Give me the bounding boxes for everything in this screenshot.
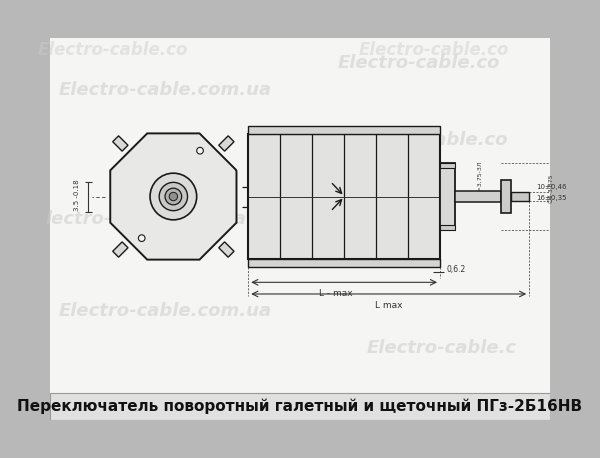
Bar xyxy=(248,259,440,267)
Text: Electro-cable.com.ua: Electro-cable.com.ua xyxy=(58,302,272,320)
Circle shape xyxy=(165,188,182,205)
Text: Electro-cable.co: Electro-cable.co xyxy=(38,41,188,59)
Text: ∅d=3,75-3Л: ∅d=3,75-3Л xyxy=(478,160,482,200)
Circle shape xyxy=(139,235,145,241)
Text: lectro-cable.com.ua: lectro-cable.com.ua xyxy=(46,210,247,228)
Text: L - max: L - max xyxy=(319,289,353,298)
Polygon shape xyxy=(113,136,128,151)
Text: 16±0,35: 16±0,35 xyxy=(536,195,566,201)
Text: 0,6.2: 0,6.2 xyxy=(446,265,466,274)
Text: Electro-cable.co: Electro-cable.co xyxy=(346,131,508,149)
Bar xyxy=(511,192,529,201)
Text: Переключатель поворотный галетный и щеточный ПГз-2Б16НВ: Переключатель поворотный галетный и щето… xyxy=(17,399,583,414)
Bar xyxy=(248,125,440,134)
Text: Electro-cable.co: Electro-cable.co xyxy=(358,41,509,59)
Bar xyxy=(455,191,501,202)
Bar xyxy=(440,163,455,168)
Circle shape xyxy=(159,182,188,211)
Text: 10±0,46: 10±0,46 xyxy=(536,184,566,190)
Bar xyxy=(50,393,550,420)
Circle shape xyxy=(150,173,197,220)
Bar xyxy=(440,163,455,230)
Polygon shape xyxy=(219,242,234,257)
Polygon shape xyxy=(219,136,234,151)
Bar xyxy=(248,134,440,259)
Polygon shape xyxy=(110,133,236,260)
Circle shape xyxy=(169,192,178,201)
Text: L max: L max xyxy=(375,300,403,310)
Circle shape xyxy=(197,147,203,154)
Text: 3.5 -0.18: 3.5 -0.18 xyxy=(74,179,80,211)
Text: ∅4-3,875: ∅4-3,875 xyxy=(548,174,553,203)
Polygon shape xyxy=(113,242,128,257)
Bar xyxy=(440,225,455,230)
Text: Electro-cable.co: Electro-cable.co xyxy=(337,54,500,72)
Text: Electro-cable.c: Electro-cable.c xyxy=(367,339,517,357)
Bar xyxy=(501,180,511,213)
Text: Electro-cable.com.ua: Electro-cable.com.ua xyxy=(58,81,272,99)
